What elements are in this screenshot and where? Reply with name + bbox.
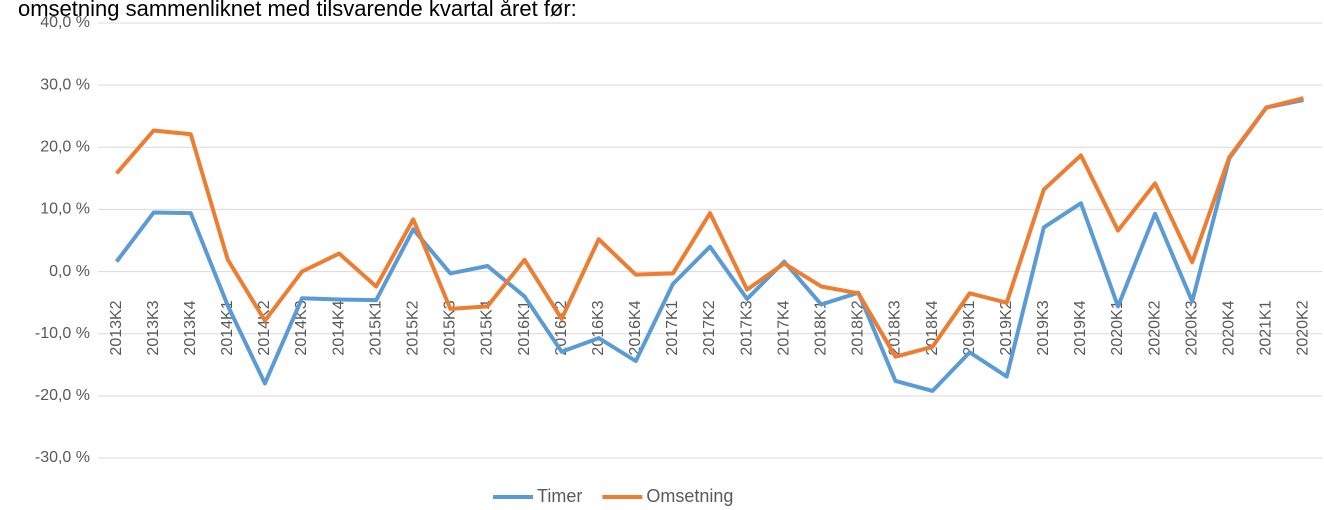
x-tick-label: 2017K3 [738, 300, 755, 355]
x-tick-label: 2020K1 [1109, 300, 1126, 355]
x-tick-label: 2018K3 [887, 300, 904, 355]
x-tick-label: 2019K4 [1072, 300, 1089, 355]
x-tick-label: 2018K1 [812, 300, 829, 355]
x-tick-label: 2013K4 [182, 300, 199, 355]
y-tick-label: 10,0 % [40, 201, 90, 218]
y-tick-label: -10,0 % [35, 325, 90, 342]
x-tick-label: 2013K3 [145, 300, 162, 355]
legend-label: Timer [537, 486, 582, 506]
x-tick-label: 2020K2 [1146, 300, 1163, 355]
y-tick-label: 30,0 % [40, 76, 90, 93]
x-tick-label: 2016K3 [590, 300, 607, 355]
x-tick-label: 2015K2 [404, 300, 421, 355]
x-tick-label: 2020K3 [1183, 300, 1200, 355]
x-tick-label: 2017K4 [775, 300, 792, 355]
x-tick-label: 2015K3 [442, 300, 459, 355]
chart-title: omsetning sammenliknet med tilsvarende k… [18, 0, 577, 21]
y-tick-label: 20,0 % [40, 139, 90, 156]
y-tick-label: 0,0 % [49, 263, 90, 280]
y-tick-label: -20,0 % [35, 387, 90, 404]
x-tick-label: 2016K4 [627, 300, 644, 355]
y-tick-label: -30,0 % [35, 449, 90, 466]
x-tick-label: 2021K1 [1258, 300, 1275, 355]
x-tick-label: 2014K4 [330, 300, 347, 355]
x-tick-label: 2013K2 [108, 300, 125, 355]
x-tick-label: 2019K2 [998, 300, 1015, 355]
legend-label: Omsetning [646, 486, 733, 506]
x-tick-label: 2017K2 [701, 300, 718, 355]
x-tick-label: 2020K4 [1220, 300, 1237, 355]
series-line [115, 96, 1304, 359]
x-tick-label: 2019K1 [961, 300, 978, 355]
x-tick-label: 2019K3 [1035, 300, 1052, 355]
series-line [114, 98, 1304, 393]
x-tick-label: 2015K1 [367, 300, 384, 355]
x-tick-label: 2020K2 [1295, 300, 1312, 355]
x-tick-label: 2017K1 [664, 300, 681, 355]
x-tick-label: 2016K1 [516, 300, 533, 355]
x-tick-label: 2018K2 [850, 300, 867, 355]
y-tick-label: 40,0 % [40, 14, 90, 31]
x-tick-label: 2014K3 [293, 300, 310, 355]
x-tick-label: 2015K4 [479, 300, 496, 355]
